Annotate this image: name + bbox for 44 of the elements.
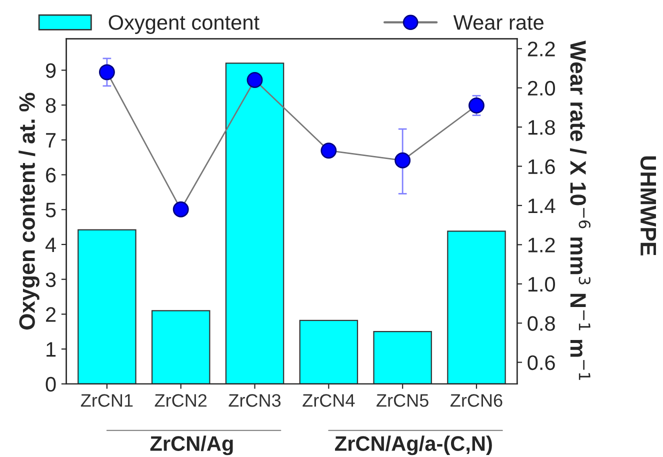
bar: [78, 229, 136, 384]
text: ZrCN/Ag: [150, 436, 233, 456]
bar: [299, 320, 358, 384]
point: [320, 142, 337, 159]
y2-tick-label: 1.0: [528, 276, 556, 292]
y-tick-label: 9: [46, 63, 56, 78]
y2-axis-title: Wear rate / X 10$^{−6}$ mm$^{3}$ N$^{−1}$ m$^{−1}$: [570, 40, 590, 380]
y-tick-label: 2: [46, 307, 56, 322]
legend-label: Oxygent content: [108, 15, 260, 34]
point: [394, 152, 411, 168]
point: [172, 201, 189, 218]
x-tick-label: ZrCN5: [376, 394, 428, 407]
point: [98, 64, 115, 80]
y-tick-label: 6: [46, 168, 56, 183]
y-tick-label: 8: [46, 98, 56, 113]
bar: [151, 310, 210, 384]
bar: [373, 331, 432, 384]
y2-tick-label: 1.6: [528, 159, 555, 174]
x-tick-label: ZrCN2: [154, 394, 207, 407]
y2-tick-label: 0.6: [528, 355, 555, 370]
x-tick-label: ZrCN4: [302, 394, 355, 407]
point: [468, 98, 484, 114]
y2-tick-label: 0.8: [528, 316, 555, 331]
y-tick-label: 3: [46, 272, 56, 288]
y-tick-label: 7: [46, 133, 56, 148]
x-tick-label: ZrCN3: [228, 394, 281, 407]
y-tick-label: 4: [45, 238, 56, 252]
y2-tick-label: 1.2: [528, 238, 555, 252]
bar: [225, 62, 284, 384]
legend-label: Wear rate: [453, 15, 544, 30]
y2-tick-label: 1.4: [528, 198, 556, 214]
y-tick-label: 1: [46, 342, 56, 357]
y2-tick-label: 1.8: [528, 120, 555, 135]
point: [246, 72, 263, 88]
text: UHMWPE: [640, 156, 656, 256]
y-axis-title: Oxygen content / at. %: [18, 92, 40, 330]
x-tick-label: ZrCN1: [80, 394, 133, 407]
y2-tick-label: 2.2: [528, 42, 555, 56]
x-tick-label: ZrCN6: [450, 394, 502, 407]
y-tick-label: 0: [46, 376, 56, 392]
text: ZrCN/Ag/a-(C,N): [335, 436, 492, 456]
y2-tick-label: 2.0: [528, 80, 556, 96]
bar: [447, 230, 506, 384]
y-tick-label: 5: [46, 202, 56, 218]
